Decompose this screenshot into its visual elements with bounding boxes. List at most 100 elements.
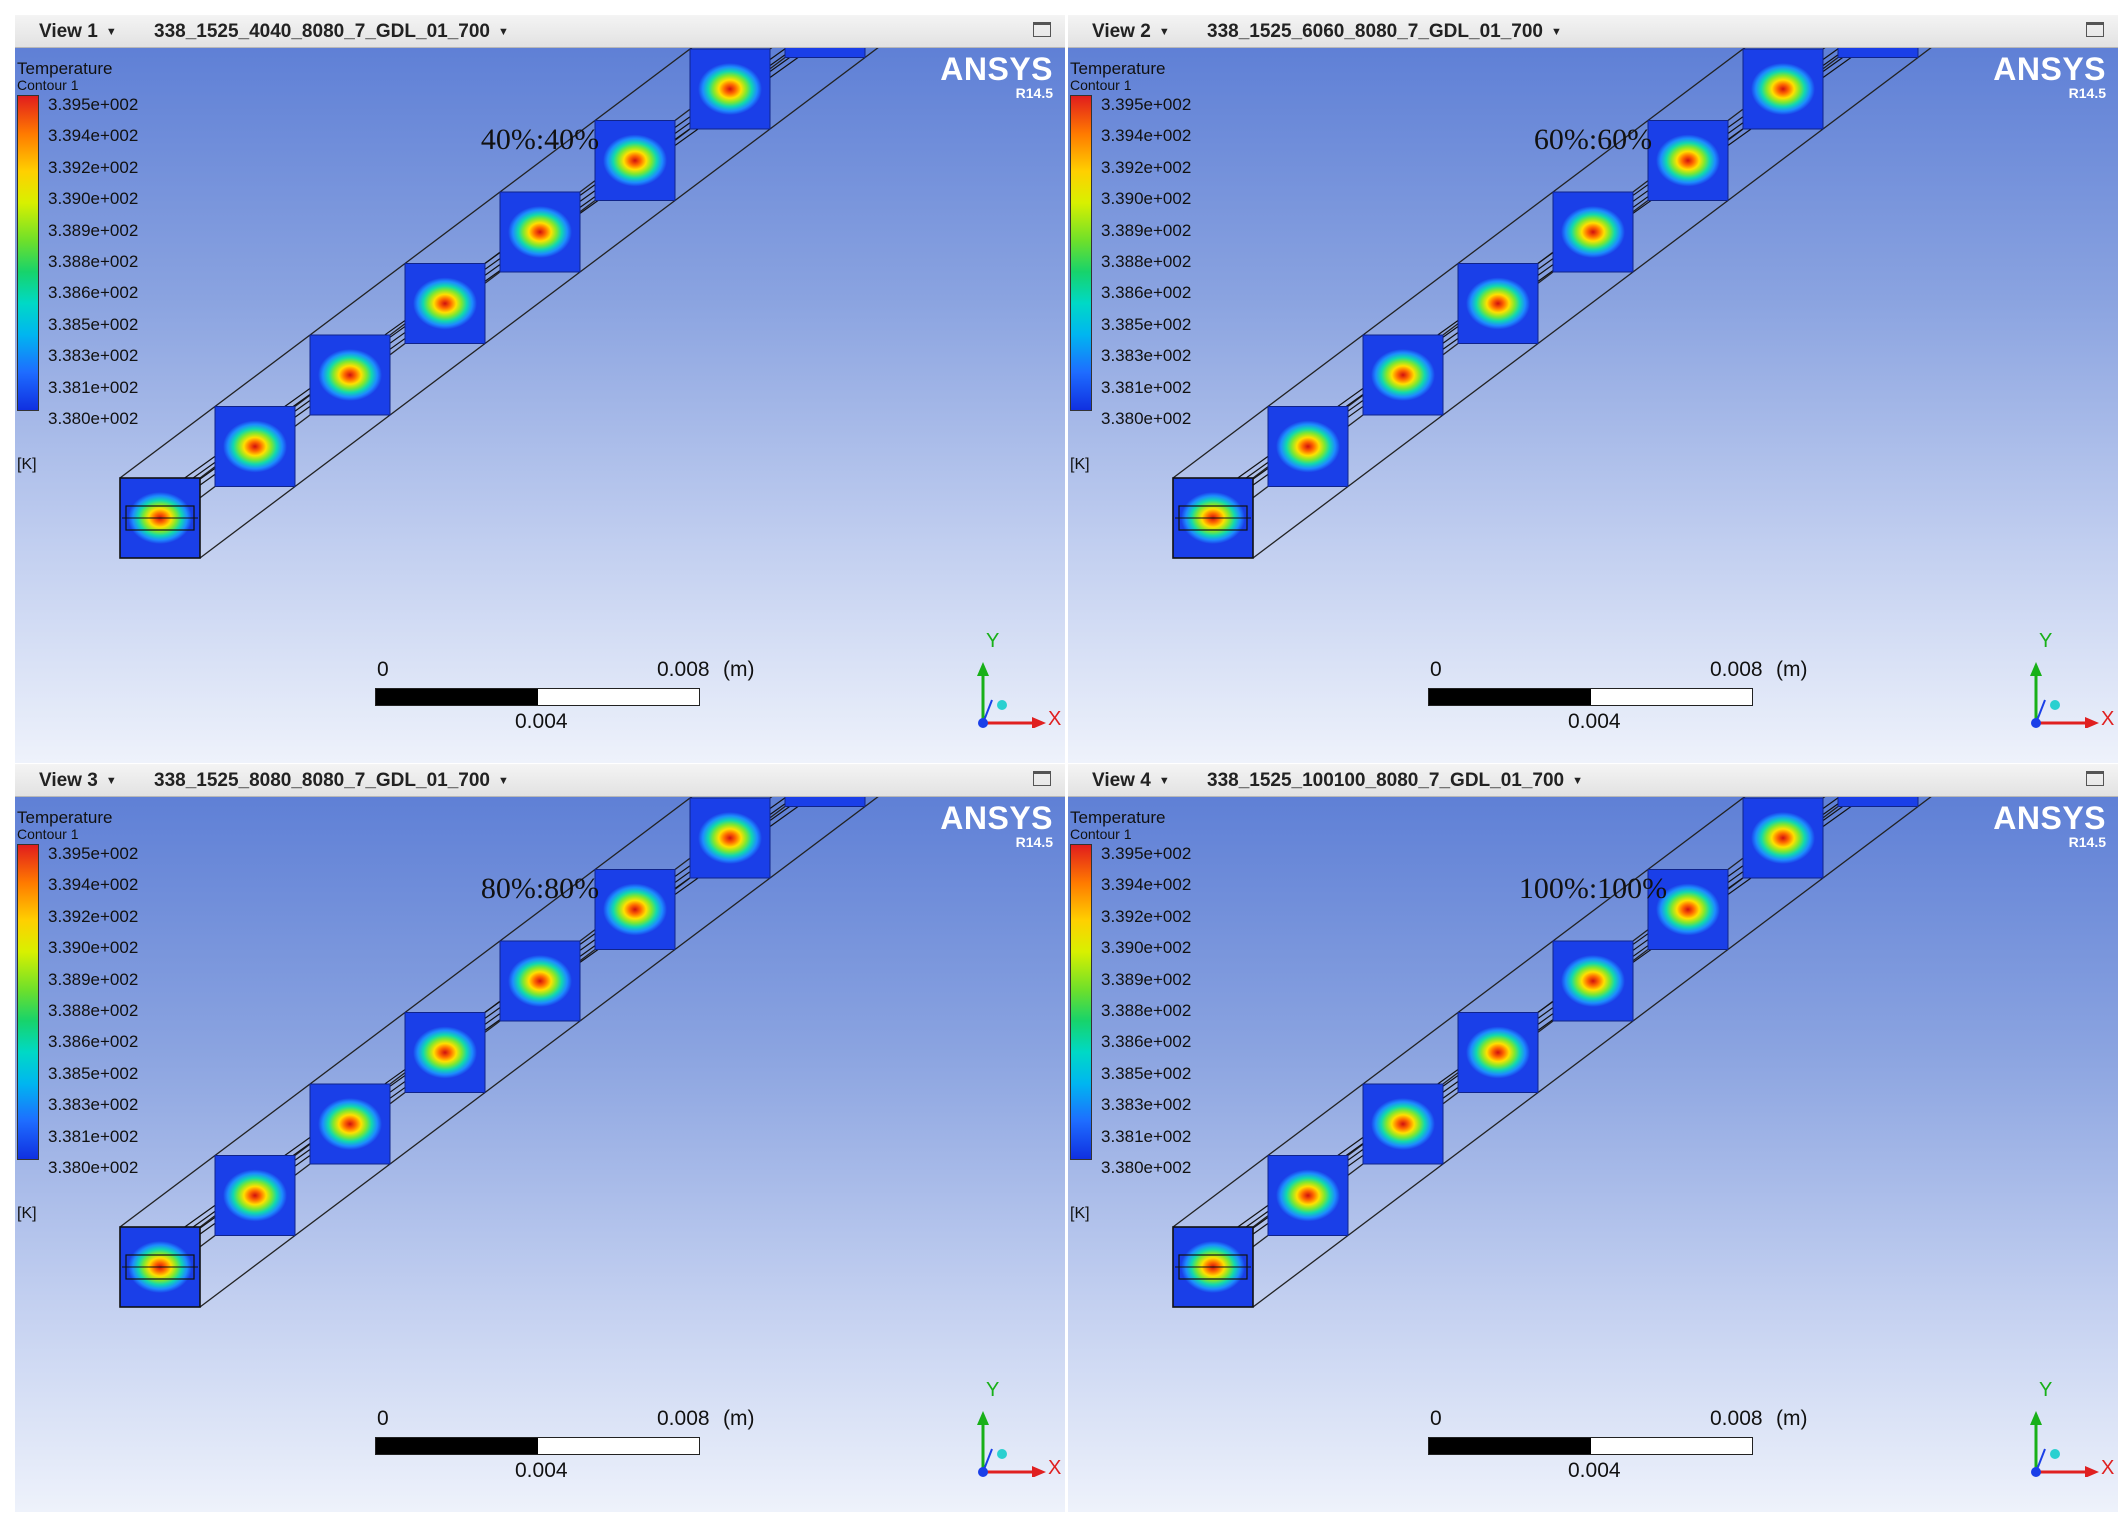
legend-tick-label: 3.386e+002 <box>48 283 139 303</box>
viewport-panel[interactable]: View 4 ▼ 338_1525_100100_8080_7_GDL_01_70… <box>1068 764 2118 1512</box>
legend-tick-label: 3.389e+002 <box>48 969 139 989</box>
legend-tick-label: 3.385e+002 <box>1101 1063 1192 1083</box>
scale-mid-label: 0.004 <box>1568 710 1621 733</box>
viewport-panel[interactable]: View 3 ▼ 338_1525_8080_8080_7_GDL_01_700 ▼… <box>15 764 1065 1512</box>
legend-tick-label: 3.394e+002 <box>1101 126 1192 146</box>
file-selector[interactable]: 338_1525_100100_8080_7_GDL_01_700 ▼ <box>1207 770 1583 792</box>
version-text: R14.5 <box>2068 834 2106 850</box>
view-selector[interactable]: View 2 ▼ <box>1092 21 1170 43</box>
case-caption: 80%:80% <box>480 872 600 905</box>
version-text: R14.5 <box>1015 834 1053 850</box>
legend-tick-label: 3.383e+002 <box>48 1095 139 1115</box>
maximize-icon[interactable] <box>2086 22 2104 37</box>
view-selector[interactable]: View 1 ▼ <box>39 21 117 43</box>
legend-tick-label: 3.392e+002 <box>48 157 139 177</box>
legend-unit: [K] <box>17 1205 37 1222</box>
axis-x-label: X <box>2101 1457 2115 1479</box>
axis-y-label: Y <box>986 1379 1000 1401</box>
render-canvas[interactable]: Temperature Contour 1 3.395e+002 3.394e+0… <box>1068 797 2118 1512</box>
brand-text: ANSYS <box>1993 800 2106 836</box>
temperature-slice <box>309 1083 391 1165</box>
legend-tick-label: 3.390e+002 <box>1101 189 1192 209</box>
legend-subtitle: Contour 1 <box>1070 826 1132 842</box>
view-selector[interactable]: View 4 ▼ <box>1092 770 1170 792</box>
file-selector[interactable]: 338_1525_8080_8080_7_GDL_01_700 ▼ <box>154 770 509 792</box>
temperature-slice <box>1362 1083 1444 1165</box>
dropdown-arrow-icon: ▼ <box>105 775 117 787</box>
render-canvas[interactable]: Temperature Contour 1 3.395e+002 3.394e+0… <box>15 797 1065 1512</box>
temperature-slice <box>404 1012 486 1093</box>
legend-unit: [K] <box>17 456 37 473</box>
scale-zero-label: 0 <box>377 1407 389 1430</box>
legend-tick-label: 3.383e+002 <box>48 346 139 366</box>
channel-3d-scene <box>1172 797 1932 1308</box>
temperature-slice <box>1552 191 1634 273</box>
legend-tick-label: 3.383e+002 <box>1101 346 1192 366</box>
axis-x-label: X <box>1048 1457 1062 1479</box>
ansys-logo: ANSYS R14.5 <box>1993 52 2106 101</box>
temperature-slice <box>784 48 866 58</box>
temperature-slice <box>499 191 581 273</box>
legend-tick-label: 3.392e+002 <box>1101 906 1192 926</box>
scale-bar <box>1428 688 1753 706</box>
legend-title: Temperature <box>17 59 113 78</box>
scale-mid-label: 0.004 <box>1568 1459 1621 1482</box>
scale-max-label: 0.008 <box>657 1407 710 1430</box>
scale-zero-label: 0 <box>377 658 389 681</box>
viewport-panel[interactable]: View 2 ▼ 338_1525_6060_8080_7_GDL_01_700 ▼… <box>1068 15 2118 763</box>
temperature-slice <box>689 797 771 879</box>
temperature-slice <box>1457 1012 1539 1093</box>
viewport-panel[interactable]: View 1 ▼ 338_1525_4040_8080_7_GDL_01_700 ▼… <box>15 15 1065 763</box>
legend-tick-label: 3.386e+002 <box>1101 283 1192 303</box>
viewport-titlebar: View 1 ▼ 338_1525_4040_8080_7_GDL_01_700 ▼ <box>15 15 1065 48</box>
view-label: View 2 <box>1092 21 1151 42</box>
color-legend-bar <box>1070 844 1092 1160</box>
version-text: R14.5 <box>1015 85 1053 101</box>
maximize-icon[interactable] <box>1033 22 1051 37</box>
temperature-slice <box>784 797 866 807</box>
axis-y-label: Y <box>2039 630 2053 652</box>
color-legend-bar <box>17 844 39 1160</box>
scale-unit-label: (m) <box>1776 1407 1808 1430</box>
legend-tick-label: 3.389e+002 <box>1101 969 1192 989</box>
scale-unit-label: (m) <box>723 1407 755 1430</box>
scale-bar <box>375 1437 700 1455</box>
legend-tick-label: 3.380e+002 <box>1101 1158 1192 1177</box>
legend-tick-label: 3.385e+002 <box>48 1063 139 1083</box>
temperature-slice <box>1837 797 1919 807</box>
case-caption: 60%:60% <box>1533 123 1653 156</box>
file-selector[interactable]: 338_1525_6060_8080_7_GDL_01_700 ▼ <box>1207 21 1562 43</box>
legend-tick-label: 3.388e+002 <box>1101 252 1192 271</box>
render-canvas[interactable]: Temperature Contour 1 3.395e+002 3.394e+0… <box>1068 48 2118 763</box>
scale-bar <box>1428 1437 1753 1455</box>
scale-unit-label: (m) <box>723 658 755 681</box>
legend-tick-label: 3.395e+002 <box>48 844 139 863</box>
maximize-icon[interactable] <box>1033 771 1051 786</box>
scale-bar-fill <box>376 689 538 705</box>
temperature-slice <box>1552 940 1634 1022</box>
legend-tick-label: 3.388e+002 <box>48 252 139 271</box>
legend-tick-label: 3.394e+002 <box>48 875 139 895</box>
legend-tick-label: 3.394e+002 <box>48 126 139 146</box>
file-name: 338_1525_8080_8080_7_GDL_01_700 <box>154 770 490 791</box>
legend-tick-label: 3.385e+002 <box>1101 314 1192 334</box>
coordinate-axis-icon: Y X <box>950 1377 1061 1482</box>
view-label: View 3 <box>39 770 98 791</box>
legend-tick-label: 3.380e+002 <box>48 409 139 428</box>
legend-tick-label: 3.386e+002 <box>48 1032 139 1052</box>
ansys-logo: ANSYS R14.5 <box>940 52 1053 101</box>
maximize-icon[interactable] <box>2086 771 2104 786</box>
legend-tick-label: 3.383e+002 <box>1101 1095 1192 1115</box>
brand-text: ANSYS <box>940 800 1053 836</box>
coordinate-axis-icon: Y X <box>2003 628 2114 733</box>
temperature-slice <box>1172 477 1254 559</box>
view-selector[interactable]: View 3 ▼ <box>39 770 117 792</box>
viewport-titlebar: View 2 ▼ 338_1525_6060_8080_7_GDL_01_700 ▼ <box>1068 15 2118 48</box>
scale-mid-label: 0.004 <box>515 1459 568 1482</box>
legend-title: Temperature <box>1070 59 1166 78</box>
dropdown-arrow-icon: ▼ <box>1158 26 1170 38</box>
render-canvas[interactable]: Temperature Contour 1 3.395e+002 3.394e+0… <box>15 48 1065 763</box>
scale-max-label: 0.008 <box>1710 1407 1763 1430</box>
dropdown-arrow-icon: ▼ <box>497 775 509 787</box>
file-selector[interactable]: 338_1525_4040_8080_7_GDL_01_700 ▼ <box>154 21 509 43</box>
